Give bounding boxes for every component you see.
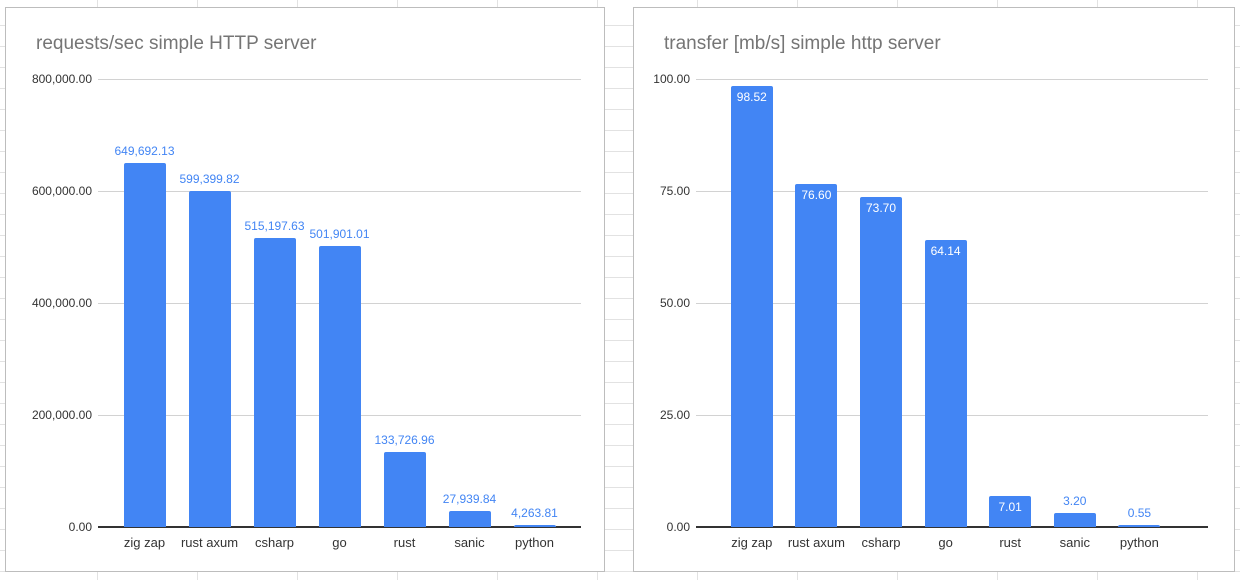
y-gridline bbox=[696, 190, 1208, 192]
chart-requests-per-sec[interactable]: requests/sec simple HTTP server 800,000.… bbox=[5, 7, 605, 572]
x-category-label-rust: rust bbox=[999, 535, 1022, 550]
value-label-rust: 7.01 bbox=[998, 499, 1022, 514]
y-tick-label: 800,000.00 bbox=[31, 72, 92, 86]
bar-zig-zap bbox=[123, 163, 166, 527]
bar-rust bbox=[383, 452, 426, 527]
chart-transfer-mbps[interactable]: transfer [mb/s] simple http server 100.0… bbox=[633, 7, 1235, 572]
plot-area: 800,000.00 600,000.00 400,000.00 200,000.00… bbox=[6, 8, 604, 571]
value-label-go: 501,901.01 bbox=[309, 226, 370, 241]
y-tick-label: 0.00 bbox=[666, 520, 690, 534]
value-label-rust-axum: 76.60 bbox=[801, 187, 832, 202]
bar-rust-axum bbox=[795, 183, 838, 527]
x-category-label-sanic: sanic bbox=[454, 535, 485, 550]
x-category-label-go: go bbox=[938, 535, 953, 550]
bar-sanic bbox=[1053, 512, 1096, 527]
y-tick-label: 50.00 bbox=[659, 296, 690, 310]
value-label-python: 4,263.81 bbox=[511, 505, 558, 520]
x-category-label-python: python bbox=[514, 535, 555, 550]
y-tick-label: 400,000.00 bbox=[31, 296, 92, 310]
x-category-label-rust: rust bbox=[393, 535, 416, 550]
value-label-csharp: 515,197.63 bbox=[244, 219, 305, 234]
bar-rust bbox=[989, 495, 1032, 527]
y-tick-label: 100.00 bbox=[653, 72, 690, 86]
value-label-go: 64.14 bbox=[930, 243, 961, 258]
bar-csharp bbox=[860, 196, 902, 527]
value-label-sanic: 3.20 bbox=[1063, 493, 1087, 508]
value-label-sanic: 27,939.84 bbox=[442, 492, 497, 507]
y-tick-label: 25.00 bbox=[659, 408, 690, 422]
x-category-label-go: go bbox=[332, 535, 347, 550]
value-label-csharp: 73.70 bbox=[865, 200, 897, 215]
x-category-label-rust-axum: rust axum bbox=[787, 535, 845, 550]
bar-sanic bbox=[448, 511, 491, 527]
x-category-label-python: python bbox=[1119, 535, 1159, 550]
x-category-label-sanic: sanic bbox=[1059, 535, 1090, 550]
y-tick-label: 75.00 bbox=[659, 184, 690, 198]
value-label-python: 0.55 bbox=[1127, 505, 1152, 520]
chart-title: transfer [mb/s] simple http server bbox=[664, 33, 941, 54]
bar-python bbox=[1118, 524, 1161, 527]
bar-zig-zap bbox=[730, 85, 773, 527]
y-gridline bbox=[98, 78, 581, 80]
x-category-label-zig-zap: zig zap bbox=[731, 535, 773, 550]
x-category-label-csharp: csharp bbox=[861, 535, 901, 550]
value-label-zig-zap: 649,692.13 bbox=[114, 144, 175, 159]
x-category-label-zig-zap: zig zap bbox=[123, 535, 166, 550]
bar-go bbox=[924, 239, 967, 527]
value-label-zig-zap: 98.52 bbox=[736, 89, 767, 104]
plot-area: 100.00 75.00 50.00 25.00 0.00 98.52 zig zap 76.… bbox=[634, 8, 1234, 571]
bar-csharp bbox=[253, 238, 296, 527]
value-label-rust: 133,726.96 bbox=[374, 433, 435, 448]
bar-python bbox=[513, 524, 556, 527]
x-axis-line bbox=[696, 526, 1208, 528]
x-category-label-rust-axum: rust axum bbox=[180, 535, 239, 550]
y-gridline bbox=[98, 190, 581, 192]
bar-rust-axum bbox=[188, 191, 231, 527]
y-gridline bbox=[696, 78, 1208, 80]
x-category-label-csharp: csharp bbox=[254, 535, 295, 550]
y-tick-label: 600,000.00 bbox=[31, 184, 92, 198]
x-axis-line bbox=[98, 526, 581, 528]
bar-go bbox=[318, 245, 361, 527]
y-tick-label: 0.00 bbox=[68, 520, 92, 534]
chart-title: requests/sec simple HTTP server bbox=[36, 33, 317, 54]
y-tick-label: 200,000.00 bbox=[31, 408, 92, 422]
value-label-rust-axum: 599,399.82 bbox=[179, 172, 240, 187]
